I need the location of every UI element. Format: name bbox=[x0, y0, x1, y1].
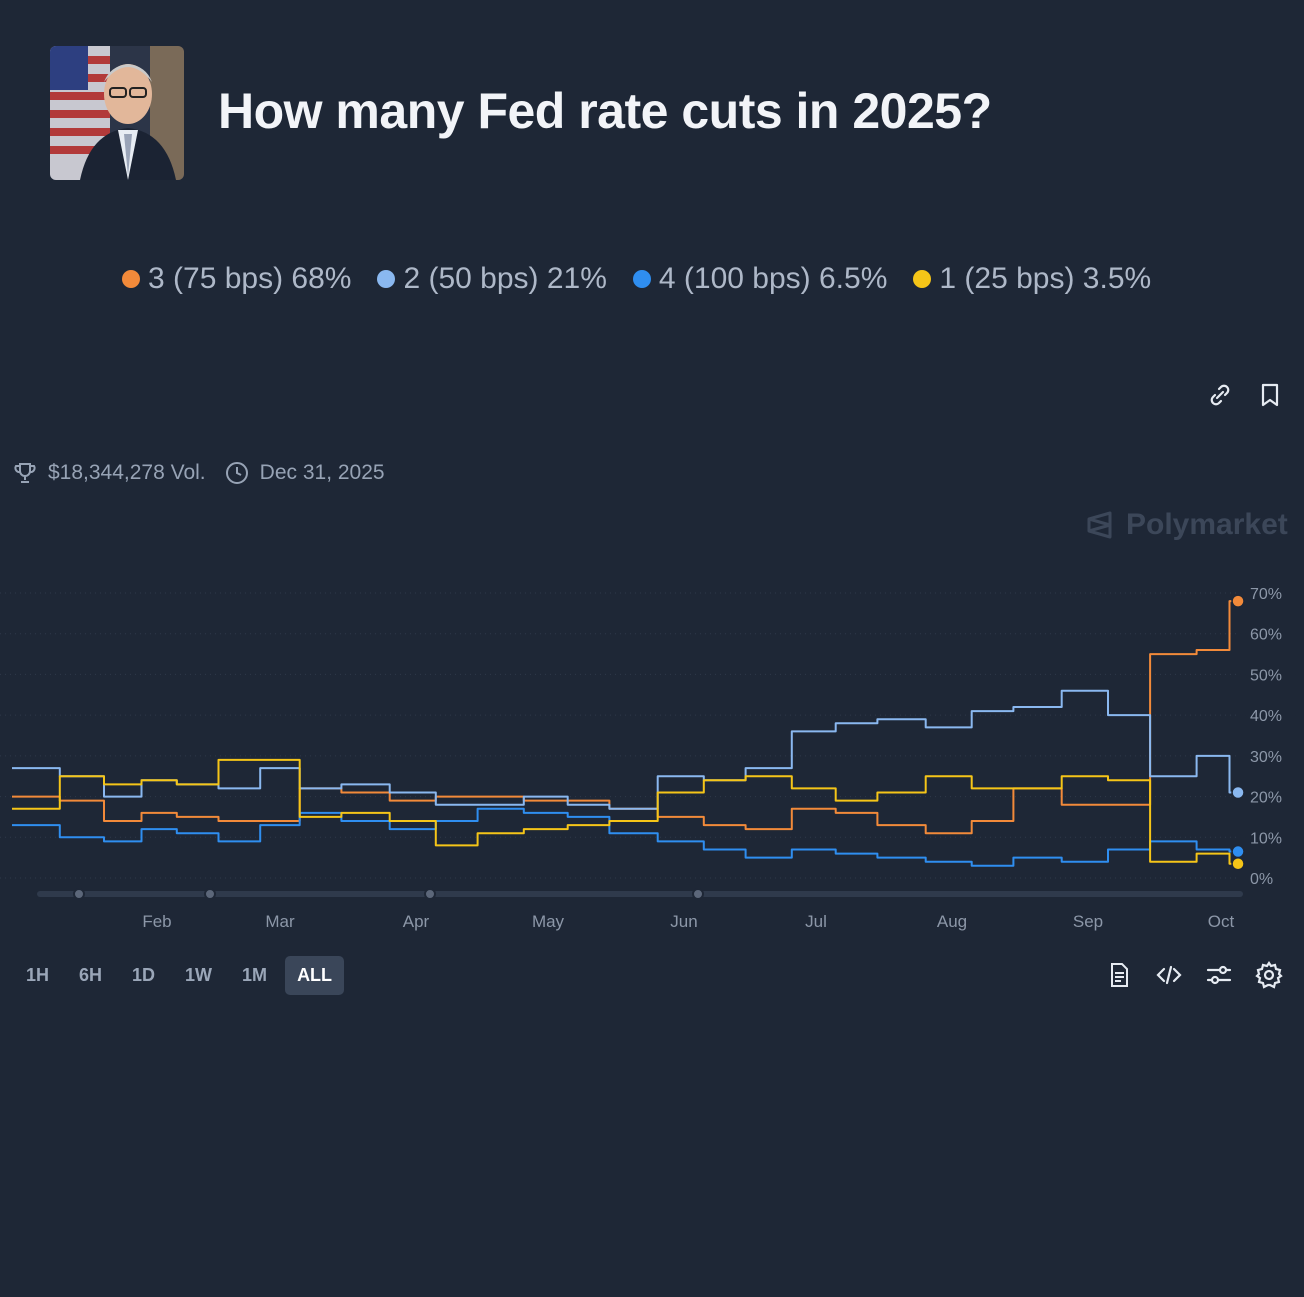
range-button-6h[interactable]: 6H bbox=[67, 956, 114, 995]
series-end-point bbox=[1232, 858, 1244, 870]
link-icon[interactable] bbox=[1205, 380, 1235, 410]
trophy-icon bbox=[12, 460, 38, 486]
series-line bbox=[12, 691, 1238, 809]
chart-tools bbox=[1104, 960, 1284, 990]
y-tick-label: 70% bbox=[1250, 586, 1282, 603]
range-button-1m[interactable]: 1M bbox=[230, 956, 279, 995]
x-tick-label: Sep bbox=[1073, 912, 1103, 931]
document-icon[interactable] bbox=[1104, 960, 1134, 990]
end-date-text: Dec 31, 2025 bbox=[260, 461, 385, 485]
x-tick-label: Jul bbox=[805, 912, 827, 931]
code-icon[interactable] bbox=[1154, 960, 1184, 990]
range-button-1h[interactable]: 1H bbox=[14, 956, 61, 995]
time-range-selector: 1H 6H 1D 1W 1M ALL bbox=[14, 956, 344, 995]
polymarket-logo-icon bbox=[1084, 509, 1116, 541]
legend-dot bbox=[913, 270, 931, 288]
y-tick-label: 30% bbox=[1250, 749, 1282, 766]
x-tick-label: Aug bbox=[937, 912, 967, 931]
legend-label: 4 (100 bps) 6.5% bbox=[659, 262, 887, 296]
legend-item: 2 (50 bps) 21% bbox=[377, 262, 606, 296]
y-tick-label: 10% bbox=[1250, 830, 1282, 847]
watermark-text: Polymarket bbox=[1126, 508, 1288, 542]
page-title: How many Fed rate cuts in 2025? bbox=[218, 82, 992, 140]
price-chart: 70% 60% 50% 40% 30% 20% 10% 0% Feb Mar Apr May Jun Ju… bbox=[0, 570, 1304, 940]
end-date: Dec 31, 2025 bbox=[224, 460, 385, 486]
legend-dot bbox=[122, 270, 140, 288]
chart-legend: 3 (75 bps) 68% 2 (50 bps) 21% 4 (100 bps… bbox=[122, 262, 1151, 296]
legend-item: 1 (25 bps) 3.5% bbox=[913, 262, 1151, 296]
polymarket-watermark: Polymarket bbox=[1084, 508, 1288, 542]
series-end-point bbox=[1232, 787, 1244, 799]
y-tick-label: 0% bbox=[1250, 871, 1273, 888]
sliders-icon[interactable] bbox=[1204, 960, 1234, 990]
timeline-marker[interactable] bbox=[74, 889, 84, 899]
series-end-point bbox=[1232, 595, 1244, 607]
timeline-marker[interactable] bbox=[205, 889, 215, 899]
x-tick-label: Feb bbox=[142, 912, 171, 931]
range-button-1d[interactable]: 1D bbox=[120, 956, 167, 995]
timeline-marker[interactable] bbox=[425, 889, 435, 899]
y-tick-label: 60% bbox=[1250, 627, 1282, 644]
legend-item: 3 (75 bps) 68% bbox=[122, 262, 351, 296]
range-button-1w[interactable]: 1W bbox=[173, 956, 224, 995]
legend-dot bbox=[377, 270, 395, 288]
timeline-marker[interactable] bbox=[693, 889, 703, 899]
legend-dot bbox=[633, 270, 651, 288]
gear-icon[interactable] bbox=[1254, 960, 1284, 990]
y-tick-label: 20% bbox=[1250, 790, 1282, 807]
y-tick-label: 40% bbox=[1250, 708, 1282, 725]
y-tick-label: 50% bbox=[1250, 667, 1282, 684]
legend-item: 4 (100 bps) 6.5% bbox=[633, 262, 887, 296]
clock-icon bbox=[224, 460, 250, 486]
bookmark-icon[interactable] bbox=[1255, 380, 1285, 410]
series-line bbox=[12, 760, 1238, 864]
market-avatar bbox=[50, 46, 184, 180]
market-meta: $18,344,278 Vol. Dec 31, 2025 bbox=[12, 460, 403, 486]
fed-chair-portrait bbox=[50, 46, 184, 180]
legend-label: 2 (50 bps) 21% bbox=[403, 262, 606, 296]
x-tick-label: Mar bbox=[265, 912, 295, 931]
x-tick-label: Oct bbox=[1208, 912, 1235, 931]
x-tick-label: May bbox=[532, 912, 565, 931]
x-tick-label: Jun bbox=[670, 912, 697, 931]
x-tick-label: Apr bbox=[403, 912, 430, 931]
series-line bbox=[12, 601, 1238, 833]
volume-text: $18,344,278 Vol. bbox=[48, 461, 206, 485]
range-button-all[interactable]: ALL bbox=[285, 956, 344, 995]
legend-label: 1 (25 bps) 3.5% bbox=[939, 262, 1151, 296]
volume: $18,344,278 Vol. bbox=[12, 460, 206, 486]
legend-label: 3 (75 bps) 68% bbox=[148, 262, 351, 296]
series-end-point bbox=[1232, 846, 1244, 858]
